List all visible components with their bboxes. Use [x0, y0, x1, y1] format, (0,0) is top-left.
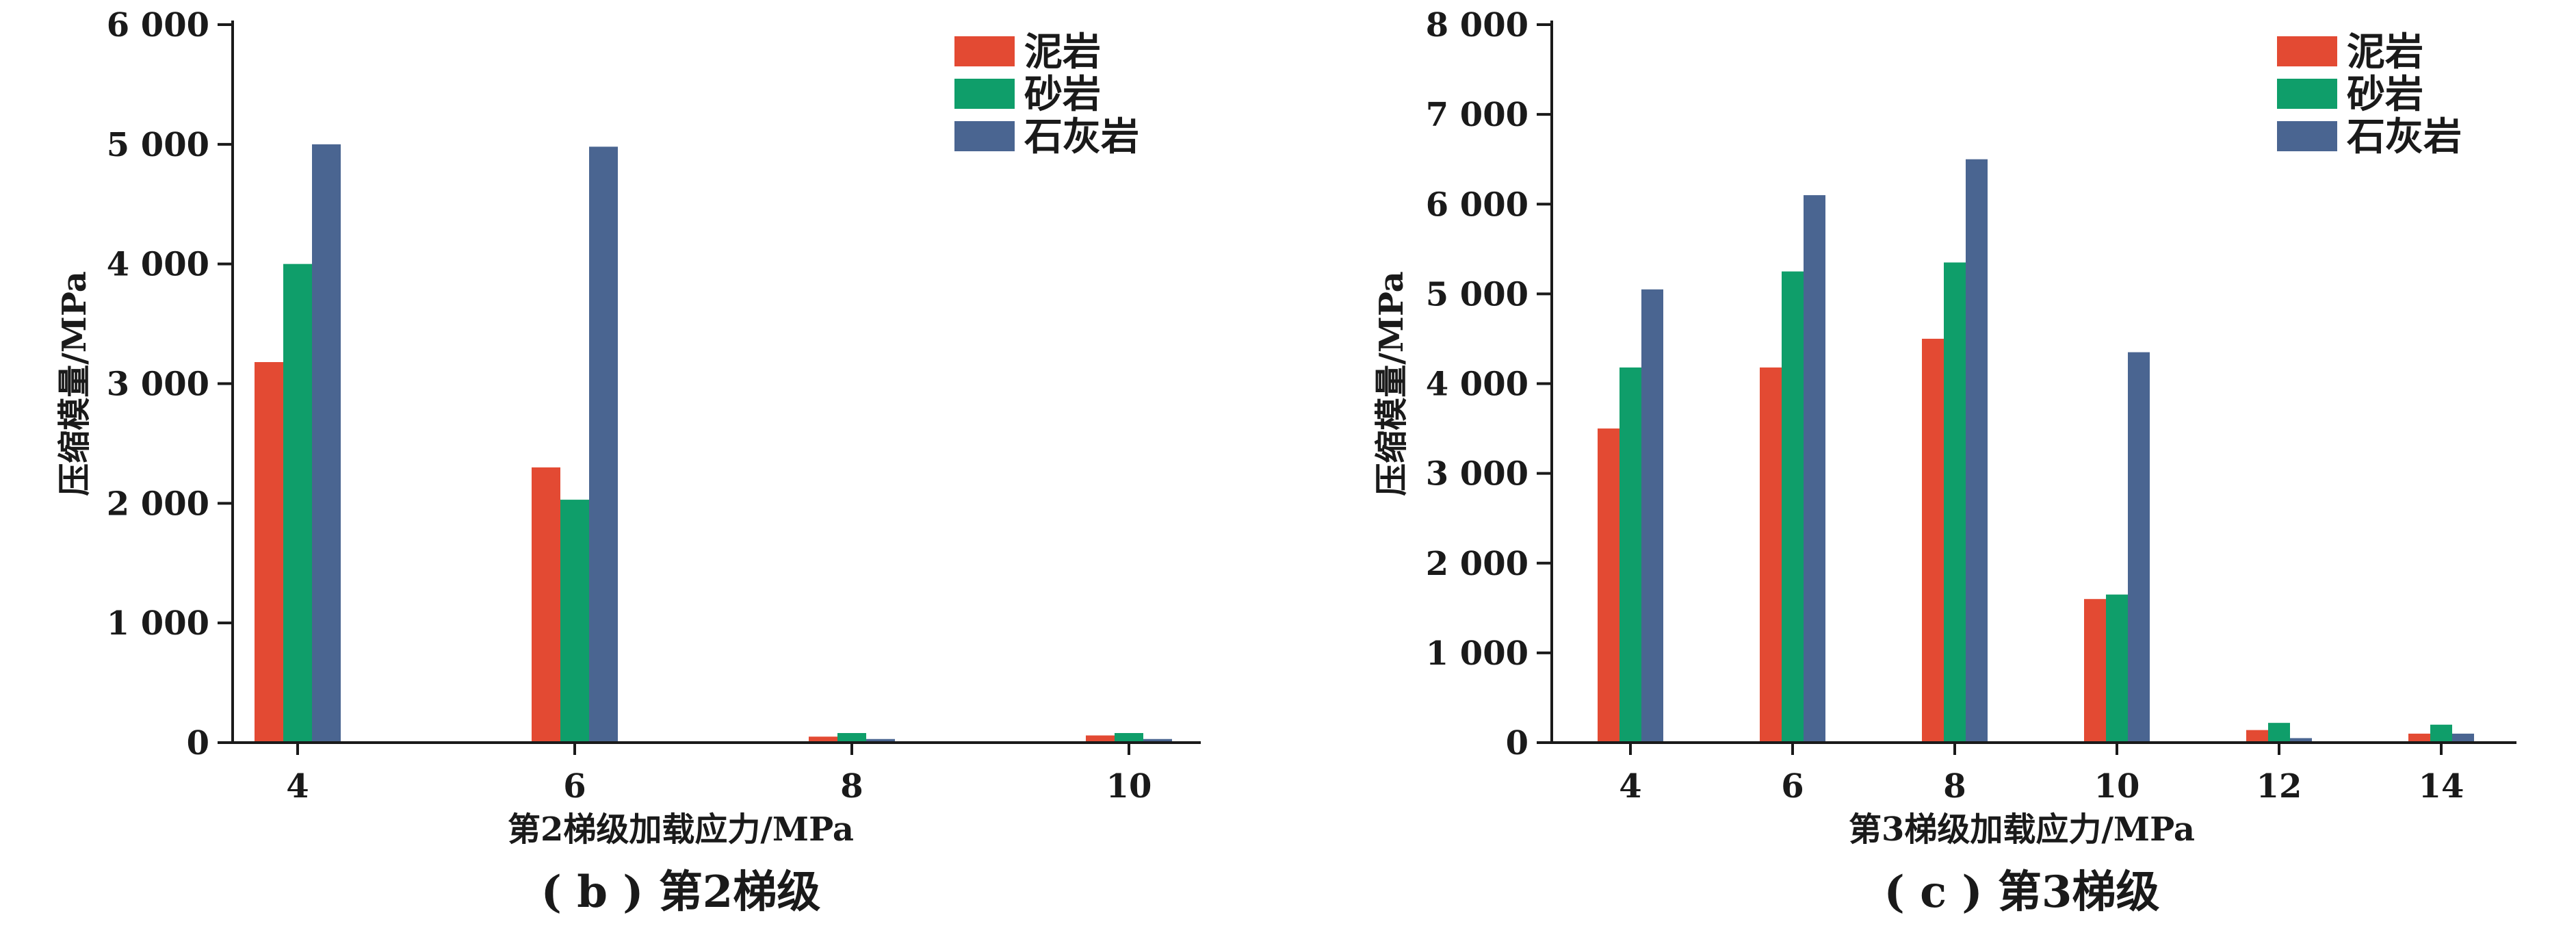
bar-sandstone-10	[1115, 733, 1143, 743]
legend-label-limestone: 石灰岩	[1024, 114, 1139, 159]
legend-label-sandstone: 砂岩	[2347, 72, 2423, 117]
bar-sandstone-10	[2106, 594, 2128, 743]
legend-swatch-sandstone	[954, 79, 1015, 109]
x-tick-label: 4	[286, 767, 309, 806]
legend-label-sandstone: 砂岩	[1024, 72, 1101, 117]
bar-limestone-8	[1966, 159, 1988, 743]
y-tick-label: 5 000	[1426, 275, 1528, 313]
bar-limestone-6	[589, 146, 618, 743]
bar-limestone-8	[866, 739, 895, 743]
chart-panel-c: 0 1 000 2 000 3 000 4 000 5 000 6 000 7 000 8 00…	[1372, 6, 2516, 918]
y-tick-label: 4 000	[1426, 365, 1528, 404]
y-tick-label: 3 000	[1426, 455, 1528, 493]
x-tick-label: 8	[840, 767, 863, 806]
bar-mudstone-4	[255, 362, 283, 743]
bar-mudstone-6	[1760, 367, 1782, 743]
bar-sandstone-8	[837, 733, 866, 743]
bar-mudstone-8	[809, 736, 837, 743]
y-tick-label: 0	[1506, 724, 1528, 762]
bar-mudstone-8	[1922, 338, 1944, 743]
bar-sandstone-4	[1619, 367, 1641, 743]
bar-mudstone-14	[2408, 733, 2430, 743]
figure-caption: ( b ) 第2梯级	[541, 867, 821, 918]
bar-limestone-12	[2290, 738, 2312, 743]
legend-swatch-limestone	[2277, 121, 2337, 151]
y-tick-label: 8 000	[1426, 6, 1528, 44]
chart-panel-b: 0 1 000 2 000 3 000 4 000 5 000 6 000 4 6 8 10 第2梯级…	[55, 6, 1201, 918]
bar-mudstone-4	[1598, 428, 1619, 743]
x-tick-label: 10	[2094, 767, 2140, 806]
x-tick-label: 8	[1943, 767, 1966, 806]
y-tick-label: 6 000	[107, 6, 209, 44]
legend-swatch-limestone	[954, 121, 1015, 151]
legend-label-mudstone: 泥岩	[2347, 29, 2423, 75]
legend-label-limestone: 石灰岩	[2347, 114, 2462, 159]
bar-limestone-4	[312, 144, 341, 743]
x-axis-label: 第2梯级加载应力/MPa	[508, 810, 854, 849]
legend-swatch-mudstone	[2277, 36, 2337, 66]
x-axis-label: 第3梯级加载应力/MPa	[1849, 810, 2195, 849]
bar-sandstone-6	[560, 500, 589, 743]
bar-mudstone-12	[2246, 730, 2268, 743]
bar-limestone-10	[1143, 739, 1172, 743]
y-tick-label: 7 000	[1426, 96, 1528, 134]
x-tick-label: 14	[2419, 767, 2464, 806]
y-tick-label: 4 000	[107, 246, 209, 284]
x-tick-label: 10	[1106, 767, 1152, 806]
bar-limestone-4	[1641, 289, 1663, 743]
y-tick-label: 0	[187, 724, 209, 762]
y-tick-label: 2 000	[107, 485, 209, 523]
legend-swatch-mudstone	[954, 36, 1015, 66]
bar-limestone-14	[2452, 733, 2474, 743]
x-tick-label: 6	[1781, 767, 1804, 806]
bar-sandstone-6	[1782, 271, 1804, 743]
figure-caption: ( c ) 第3梯级	[1884, 867, 2160, 918]
bar-sandstone-12	[2268, 723, 2290, 743]
legend-swatch-sandstone	[2277, 79, 2337, 109]
y-axis-label: 压缩模量/MPa	[55, 271, 94, 496]
bar-mudstone-6	[532, 467, 560, 743]
y-tick-label: 3 000	[107, 365, 209, 404]
bar-mudstone-10	[1086, 735, 1115, 743]
bar-sandstone-8	[1944, 262, 1966, 743]
y-axis-label: 压缩模量/MPa	[1372, 271, 1411, 496]
bar-sandstone-4	[283, 264, 312, 743]
x-tick-label: 12	[2256, 767, 2302, 806]
y-tick-label: 1 000	[1426, 634, 1528, 673]
bar-mudstone-10	[2084, 599, 2106, 743]
x-tick-label: 6	[563, 767, 586, 806]
legend-label-mudstone: 泥岩	[1024, 29, 1101, 75]
bar-sandstone-14	[2430, 724, 2452, 743]
bar-limestone-10	[2128, 352, 2150, 743]
x-tick-label: 4	[1619, 767, 1641, 806]
y-tick-label: 6 000	[1426, 185, 1528, 224]
y-tick-label: 1 000	[107, 604, 209, 643]
y-tick-label: 2 000	[1426, 545, 1528, 583]
y-tick-label: 5 000	[107, 126, 209, 164]
bar-limestone-6	[1804, 195, 1825, 743]
